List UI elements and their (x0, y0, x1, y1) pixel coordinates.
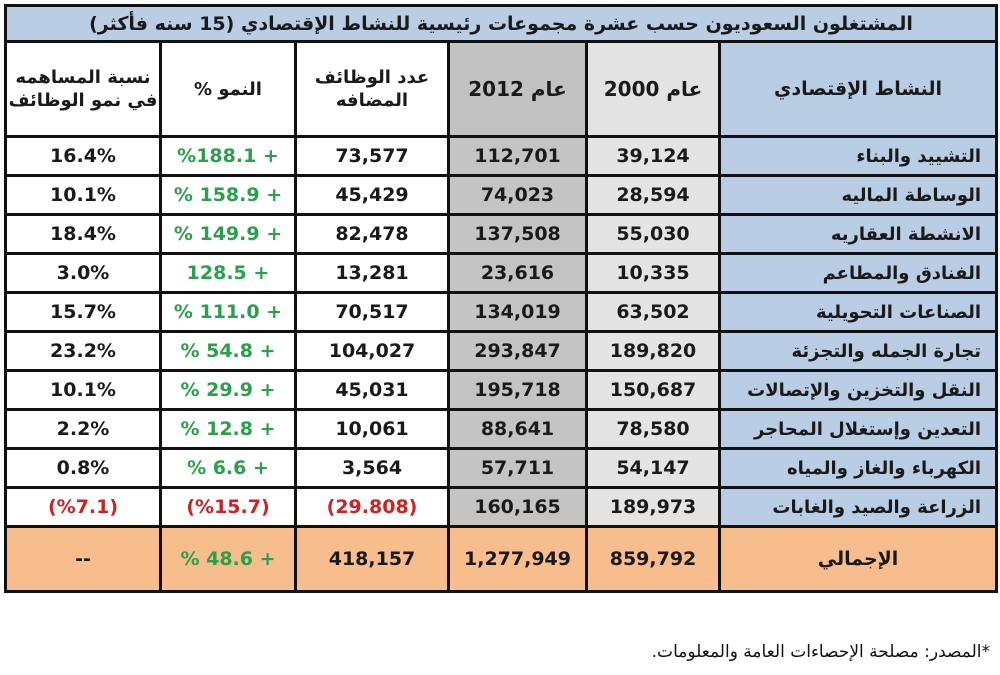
added-jobs-cell: (29.808) (294, 486, 450, 528)
added-jobs-cell: 70,517 (294, 291, 450, 333)
activity-cell: التشييد والبناء (717, 135, 999, 177)
added-jobs-cell: 73,577 (294, 135, 450, 177)
added-jobs-cell: 45,429 (294, 174, 450, 216)
activity-cell: الفنادق والمطاعم (717, 252, 999, 294)
activity-cell: الوساطة الماليه (717, 174, 999, 216)
header-contribution: نسبة المساهمه في نمو الوظائف (4, 40, 162, 138)
table-row: 2.2% % 12.8 + 10,061 88,641 78,580 التعد… (4, 408, 999, 450)
total-contribution-cell: -- (4, 525, 162, 593)
total-year-2012-cell: 1,277,949 (447, 525, 588, 593)
activity-cell: الكهرباء والغاز والمياه (717, 447, 999, 489)
contribution-cell: 16.4% (4, 135, 162, 177)
activity-cell: الصناعات التحويلية (717, 291, 999, 333)
added-jobs-cell: 3,564 (294, 447, 450, 489)
table-row: 0.8% % 6.6 + 3,564 57,711 54,147 الكهربا… (4, 447, 999, 489)
activity-cell: الزراعة والصيد والغابات (717, 486, 999, 528)
year-2000-cell: 39,124 (585, 135, 721, 177)
table-row-negative: (%7.1) (%15.7) (29.808) 160,165 189,973 … (4, 486, 999, 528)
header-activity: النشاط الإقتصادي (717, 40, 999, 138)
table-row: 23.2% % 54.8 + 104,027 293,847 189,820 ت… (4, 330, 999, 372)
contribution-cell: 0.8% (4, 447, 162, 489)
year-2012-cell: 134,019 (447, 291, 588, 333)
table-row: 10.1% % 29.9 + 45,031 195,718 150,687 ال… (4, 369, 999, 411)
table-row: 3.0% 128.5 + 13,281 23,616 10,335 الفناد… (4, 252, 999, 294)
growth-cell: % 158.9 + (159, 174, 297, 216)
header-growth: النمو % (159, 40, 297, 138)
employment-table: المشتغلون السعوديون حسب عشرة مجموعات رئي… (3, 4, 999, 593)
year-2012-cell: 23,616 (447, 252, 588, 294)
year-2000-cell: 78,580 (585, 408, 721, 450)
contribution-cell: 3.0% (4, 252, 162, 294)
year-2012-cell: 88,641 (447, 408, 588, 450)
growth-cell: (%15.7) (159, 486, 297, 528)
table-row: 18.4% % 149.9 + 82,478 137,508 55,030 ال… (4, 213, 999, 255)
growth-cell: % 29.9 + (159, 369, 297, 411)
activity-cell: النقل والتخزين والإتصالات (717, 369, 999, 411)
contribution-cell: 10.1% (4, 174, 162, 216)
year-2012-cell: 160,165 (447, 486, 588, 528)
growth-cell: %188.1 + (159, 135, 297, 177)
header-row: نسبة المساهمه في نمو الوظائف النمو % عدد… (4, 40, 999, 138)
year-2012-cell: 137,508 (447, 213, 588, 255)
year-2012-cell: 57,711 (447, 447, 588, 489)
contribution-cell: 10.1% (4, 369, 162, 411)
source-footnote: *المصدر: مصلحة الإحصاءات العامة والمعلوم… (651, 642, 990, 662)
added-jobs-cell: 10,061 (294, 408, 450, 450)
activity-cell: تجارة الجمله والتجزئة (717, 330, 999, 372)
total-row: -- % 48.6 + 418,157 1,277,949 859,792 ال… (4, 525, 999, 593)
table-row: 16.4% %188.1 + 73,577 112,701 39,124 الت… (4, 135, 999, 177)
growth-cell: % 12.8 + (159, 408, 297, 450)
header-year-2012: عام 2012 (447, 40, 588, 138)
added-jobs-cell: 82,478 (294, 213, 450, 255)
growth-cell: % 111.0 + (159, 291, 297, 333)
table-row: 15.7% % 111.0 + 70,517 134,019 63,502 ال… (4, 291, 999, 333)
growth-cell: % 54.8 + (159, 330, 297, 372)
growth-cell: 128.5 + (159, 252, 297, 294)
added-jobs-cell: 104,027 (294, 330, 450, 372)
year-2000-cell: 10,335 (585, 252, 721, 294)
total-year-2000-cell: 859,792 (585, 525, 721, 593)
year-2000-cell: 150,687 (585, 369, 721, 411)
year-2012-cell: 293,847 (447, 330, 588, 372)
contribution-cell: 18.4% (4, 213, 162, 255)
total-label-cell: الإجمالي (717, 525, 999, 593)
year-2000-cell: 189,973 (585, 486, 721, 528)
year-2012-cell: 74,023 (447, 174, 588, 216)
year-2012-cell: 195,718 (447, 369, 588, 411)
year-2000-cell: 189,820 (585, 330, 721, 372)
header-year-2000: عام 2000 (585, 40, 721, 138)
growth-cell: % 6.6 + (159, 447, 297, 489)
growth-cell: % 149.9 + (159, 213, 297, 255)
activity-cell: التعدين وإستغلال المحاجر (717, 408, 999, 450)
year-2000-cell: 55,030 (585, 213, 721, 255)
added-jobs-cell: 45,031 (294, 369, 450, 411)
total-added-jobs-cell: 418,157 (294, 525, 450, 593)
year-2000-cell: 28,594 (585, 174, 721, 216)
contribution-cell: 23.2% (4, 330, 162, 372)
table-title: المشتغلون السعوديون حسب عشرة مجموعات رئي… (3, 4, 999, 43)
contribution-cell: (%7.1) (4, 486, 162, 528)
added-jobs-cell: 13,281 (294, 252, 450, 294)
activity-cell: الانشطة العقاريه (717, 213, 999, 255)
contribution-cell: 2.2% (4, 408, 162, 450)
year-2012-cell: 112,701 (447, 135, 588, 177)
year-2000-cell: 63,502 (585, 291, 721, 333)
contribution-cell: 15.7% (4, 291, 162, 333)
header-added-jobs: عدد الوظائف المضافه (294, 40, 450, 138)
total-growth-cell: % 48.6 + (159, 525, 297, 593)
table-row: 10.1% % 158.9 + 45,429 74,023 28,594 الو… (4, 174, 999, 216)
year-2000-cell: 54,147 (585, 447, 721, 489)
